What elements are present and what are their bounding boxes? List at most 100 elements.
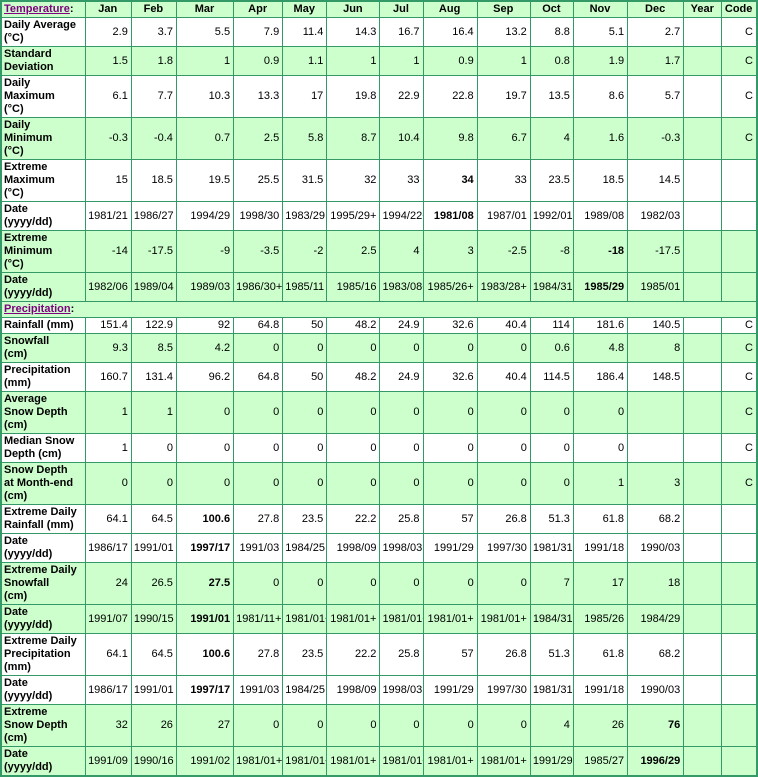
value-cell: 1991/01 bbox=[130, 675, 177, 705]
value-cell: 0 bbox=[422, 433, 478, 463]
value-cell: 1984/29 bbox=[627, 604, 685, 634]
value-cell: 1981/01+ bbox=[379, 746, 424, 777]
value-cell: 1982/03 bbox=[627, 201, 685, 231]
empty-cell bbox=[721, 230, 758, 273]
value-cell: 1984/31 bbox=[529, 272, 574, 302]
value-cell: 148.5 bbox=[627, 362, 685, 392]
value-cell: 68.2 bbox=[627, 504, 685, 534]
value-cell: -8 bbox=[529, 230, 574, 273]
value-cell: 8.6 bbox=[572, 75, 629, 118]
column-header-nov: Nov bbox=[572, 0, 629, 18]
table-row: Date (yyyy/dd) 1991/07 1990/15 1991/01 1981/… bbox=[0, 604, 758, 634]
value-cell: 25.5 bbox=[233, 159, 284, 202]
value-cell: 0 bbox=[422, 704, 478, 747]
table-row: Extreme Minimum (°C) -14 -17.5 -9 -3.5 -2 2.5 4… bbox=[0, 230, 758, 273]
row-label: Daily Maximum (°C) bbox=[0, 75, 86, 118]
row-label: Snow Depth at Month-end (cm) bbox=[0, 462, 86, 505]
value-cell: 26.8 bbox=[476, 633, 531, 676]
value-cell: 0 bbox=[233, 704, 284, 747]
empty-cell bbox=[683, 317, 723, 334]
value-cell: 1985/01 bbox=[627, 272, 685, 302]
value-cell: 1998/03 bbox=[379, 533, 424, 563]
value-cell: 32 bbox=[84, 704, 132, 747]
value-cell: C bbox=[721, 317, 758, 334]
precipitation-link[interactable]: Precipitation bbox=[4, 303, 71, 315]
value-cell: 0 bbox=[422, 562, 478, 605]
value-cell: 24.9 bbox=[379, 362, 424, 392]
value-cell: 22.2 bbox=[326, 504, 381, 534]
value-cell: 25.8 bbox=[379, 504, 424, 534]
value-cell: 1998/09 bbox=[326, 533, 381, 563]
value-cell: 0 bbox=[379, 391, 424, 434]
value-cell: 1985/26 bbox=[572, 604, 629, 634]
value-cell: 3.7 bbox=[130, 17, 177, 47]
value-cell: 0.7 bbox=[175, 117, 235, 160]
value-cell: 5.1 bbox=[572, 17, 629, 47]
value-cell: 96.2 bbox=[175, 362, 235, 392]
column-header-jul: Jul bbox=[379, 0, 424, 18]
value-cell: 1985/26+ bbox=[422, 272, 478, 302]
value-cell: 32.6 bbox=[422, 362, 478, 392]
value-cell: 1998/30 bbox=[233, 201, 284, 231]
value-cell: 17 bbox=[282, 75, 328, 118]
empty-cell bbox=[683, 17, 723, 47]
precipitation-header-section: Precipitation: bbox=[0, 301, 758, 318]
value-cell: 0 bbox=[233, 462, 284, 505]
value-cell: 0 bbox=[282, 462, 328, 505]
value-cell: 181.6 bbox=[572, 317, 629, 334]
value-cell: 1985/29 bbox=[572, 272, 629, 302]
column-header-jan: Jan bbox=[84, 0, 132, 18]
value-cell: 0 bbox=[379, 704, 424, 747]
value-cell: 0 bbox=[233, 562, 284, 605]
value-cell: 1 bbox=[175, 46, 235, 76]
value-cell: 8.5 bbox=[130, 333, 177, 363]
table-row: Extreme Daily Precipitation (mm) 64.1 64.5… bbox=[0, 633, 758, 676]
value-cell: 1991/03 bbox=[233, 533, 284, 563]
temperature-link[interactable]: Temperature bbox=[4, 3, 70, 15]
empty-cell bbox=[683, 159, 723, 202]
table-row: Extreme Maximum (°C) 15 18.5 19.5 25.5 31.5 32… bbox=[0, 159, 758, 202]
value-cell: 0 bbox=[326, 333, 381, 363]
value-cell: 9.3 bbox=[84, 333, 132, 363]
value-cell: 100.6 bbox=[175, 633, 235, 676]
value-cell: 27.5 bbox=[175, 562, 235, 605]
value-cell: 14.5 bbox=[627, 159, 685, 202]
column-header-oct: Oct bbox=[529, 0, 574, 18]
value-cell: 18.5 bbox=[130, 159, 177, 202]
value-cell: 2.5 bbox=[326, 230, 381, 273]
value-cell: 0 bbox=[130, 462, 177, 505]
column-header-mar: Mar bbox=[175, 0, 235, 18]
value-cell: 22.2 bbox=[326, 633, 381, 676]
table-row: Date (yyyy/dd) 1981/21 1986/27 1994/29 1998/… bbox=[0, 201, 758, 231]
table-row: Extreme Daily Snowfall (cm) 24 26.5 27.5 0 0 0… bbox=[0, 562, 758, 605]
value-cell: 0 bbox=[529, 433, 574, 463]
value-cell: 64.5 bbox=[130, 504, 177, 534]
value-cell: 4.2 bbox=[175, 333, 235, 363]
value-cell: 0 bbox=[282, 391, 328, 434]
value-cell: 19.5 bbox=[175, 159, 235, 202]
value-cell: 51.3 bbox=[529, 633, 574, 676]
value-cell: 0.9 bbox=[422, 46, 478, 76]
value-cell: 1981/01+ bbox=[326, 604, 381, 634]
value-cell: 1990/15 bbox=[130, 604, 177, 634]
value-cell: 34 bbox=[422, 159, 478, 202]
value-cell: 16.4 bbox=[422, 17, 478, 47]
value-cell: 57 bbox=[422, 633, 478, 676]
row-label: Precipitation (mm) bbox=[0, 362, 86, 392]
value-cell: 1985/16 bbox=[326, 272, 381, 302]
empty-cell bbox=[683, 230, 723, 273]
value-cell: 26 bbox=[130, 704, 177, 747]
value-cell: 64.1 bbox=[84, 633, 132, 676]
value-cell: 1991/29 bbox=[422, 675, 478, 705]
value-cell: 92 bbox=[175, 317, 235, 334]
value-cell: 0 bbox=[476, 704, 531, 747]
value-cell: -3.5 bbox=[233, 230, 284, 273]
value-cell: 1994/29 bbox=[175, 201, 235, 231]
column-header-dec: Dec bbox=[627, 0, 685, 18]
value-cell: -2.5 bbox=[476, 230, 531, 273]
row-label: Daily Minimum (°C) bbox=[0, 117, 86, 160]
empty-cell bbox=[721, 704, 758, 747]
empty-cell bbox=[683, 362, 723, 392]
value-cell: 1997/30 bbox=[476, 675, 531, 705]
value-cell: 1981/31 bbox=[529, 675, 574, 705]
